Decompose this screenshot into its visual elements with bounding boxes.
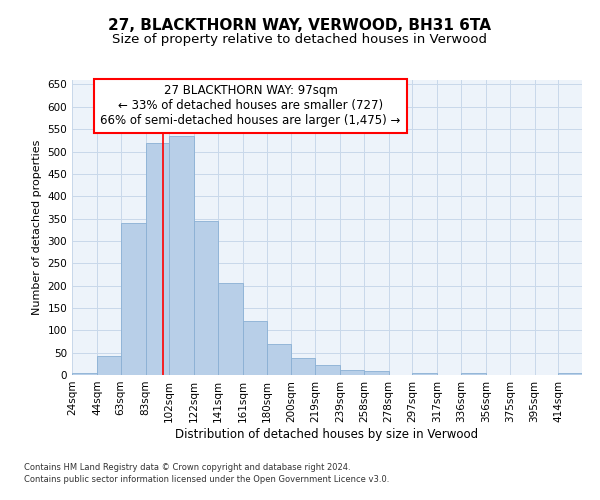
Text: Size of property relative to detached houses in Verwood: Size of property relative to detached ho… [113, 32, 487, 46]
Bar [559, 373, 582, 375]
Text: Contains HM Land Registry data © Crown copyright and database right 2024.: Contains HM Land Registry data © Crown c… [24, 464, 350, 472]
Bar [194, 221, 218, 375]
Bar [243, 322, 266, 375]
Bar [292, 358, 315, 375]
Bar [266, 344, 292, 375]
X-axis label: Distribution of detached houses by size in Verwood: Distribution of detached houses by size … [175, 428, 479, 440]
Bar [72, 373, 97, 375]
Text: 27, BLACKTHORN WAY, VERWOOD, BH31 6TA: 27, BLACKTHORN WAY, VERWOOD, BH31 6TA [109, 18, 491, 32]
Bar [461, 373, 486, 375]
Y-axis label: Number of detached properties: Number of detached properties [32, 140, 42, 315]
Text: 27 BLACKTHORN WAY: 97sqm
← 33% of detached houses are smaller (727)
66% of semi-: 27 BLACKTHORN WAY: 97sqm ← 33% of detach… [100, 84, 401, 128]
Text: Contains public sector information licensed under the Open Government Licence v3: Contains public sector information licen… [24, 475, 389, 484]
Bar [340, 370, 364, 375]
Bar [97, 356, 121, 375]
Bar [146, 142, 169, 375]
Bar [364, 370, 389, 375]
Bar [315, 365, 340, 375]
Bar [169, 136, 194, 375]
Bar [412, 373, 437, 375]
Bar [218, 284, 243, 375]
Bar [121, 223, 146, 375]
